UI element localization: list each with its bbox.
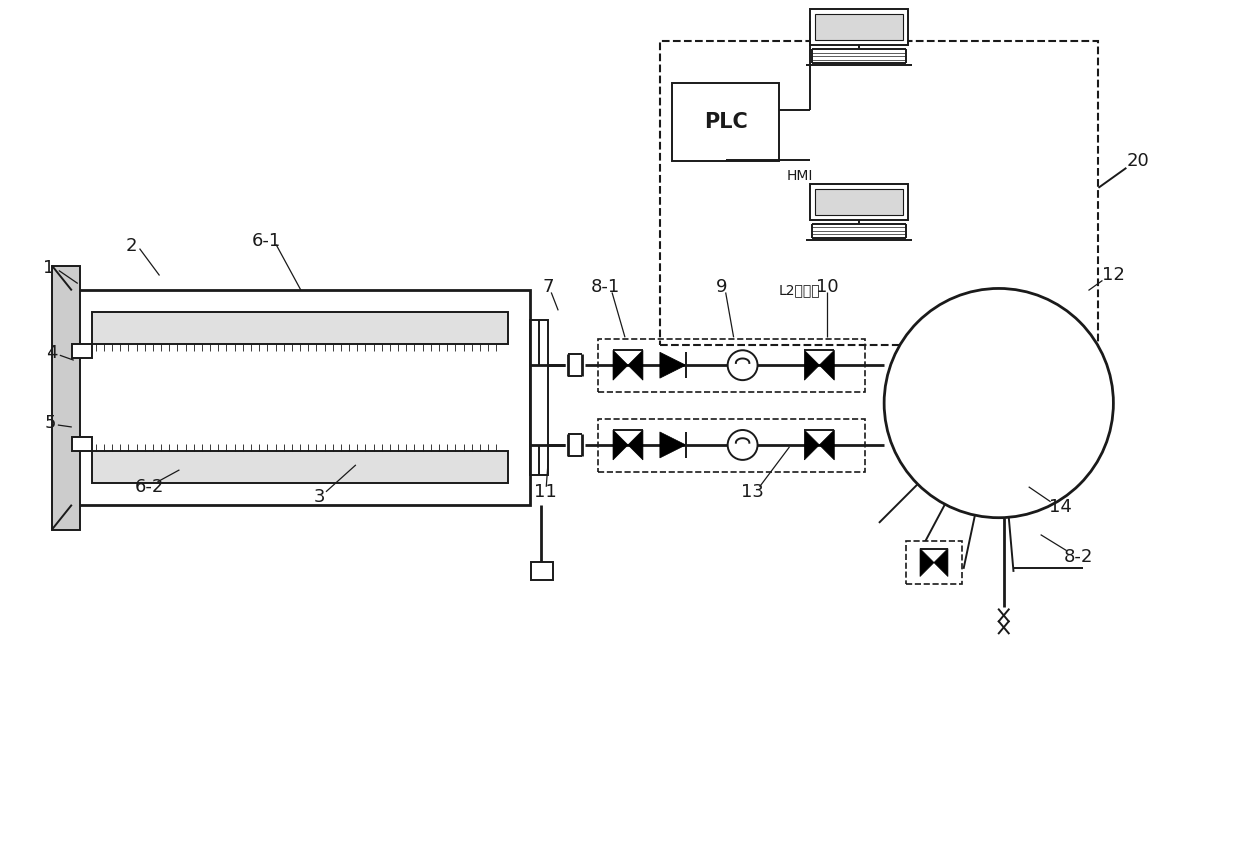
Polygon shape: [627, 430, 642, 460]
Bar: [72, 345, 92, 358]
Polygon shape: [805, 351, 820, 380]
Text: PLC: PLC: [704, 112, 748, 132]
Circle shape: [728, 430, 758, 460]
Circle shape: [728, 351, 758, 380]
Text: 6-1: 6-1: [252, 232, 280, 250]
Polygon shape: [805, 430, 820, 460]
Bar: [816, 189, 903, 215]
Text: 6-2: 6-2: [135, 478, 164, 496]
Bar: [52, 266, 79, 529]
Bar: [811, 184, 908, 220]
Bar: [598, 339, 866, 392]
Polygon shape: [920, 549, 934, 576]
Polygon shape: [660, 352, 686, 378]
Polygon shape: [627, 351, 642, 380]
Text: 13: 13: [742, 483, 764, 501]
Text: 12: 12: [1102, 267, 1125, 285]
Bar: [816, 15, 903, 40]
Text: 20: 20: [1127, 152, 1149, 170]
Text: 2: 2: [125, 237, 138, 255]
Text: 1: 1: [43, 258, 55, 276]
Bar: [660, 41, 1099, 345]
Text: 5: 5: [45, 414, 56, 432]
Text: 10: 10: [816, 279, 838, 297]
Text: L2服务器: L2服务器: [779, 284, 820, 298]
Bar: [531, 321, 548, 475]
Bar: [531, 562, 553, 580]
Bar: [69, 291, 531, 504]
Bar: [72, 437, 92, 451]
Text: 9: 9: [715, 279, 728, 297]
Text: 3: 3: [314, 487, 325, 506]
Text: 8-2: 8-2: [1064, 547, 1094, 565]
Text: 11: 11: [534, 483, 557, 501]
Bar: [811, 9, 908, 45]
Polygon shape: [820, 351, 835, 380]
Polygon shape: [934, 549, 947, 576]
Polygon shape: [613, 351, 627, 380]
Text: 8-1: 8-1: [590, 279, 620, 297]
Text: 4: 4: [46, 345, 57, 363]
Circle shape: [884, 288, 1114, 518]
Polygon shape: [660, 432, 686, 458]
Bar: [672, 83, 780, 161]
Bar: [92, 312, 508, 345]
Polygon shape: [820, 430, 835, 460]
Bar: [906, 540, 962, 585]
Polygon shape: [613, 430, 627, 460]
Text: HMI: HMI: [786, 168, 812, 183]
Bar: [598, 419, 866, 472]
Text: 7: 7: [542, 279, 554, 297]
Text: 14: 14: [1049, 498, 1073, 516]
Bar: [92, 451, 508, 483]
